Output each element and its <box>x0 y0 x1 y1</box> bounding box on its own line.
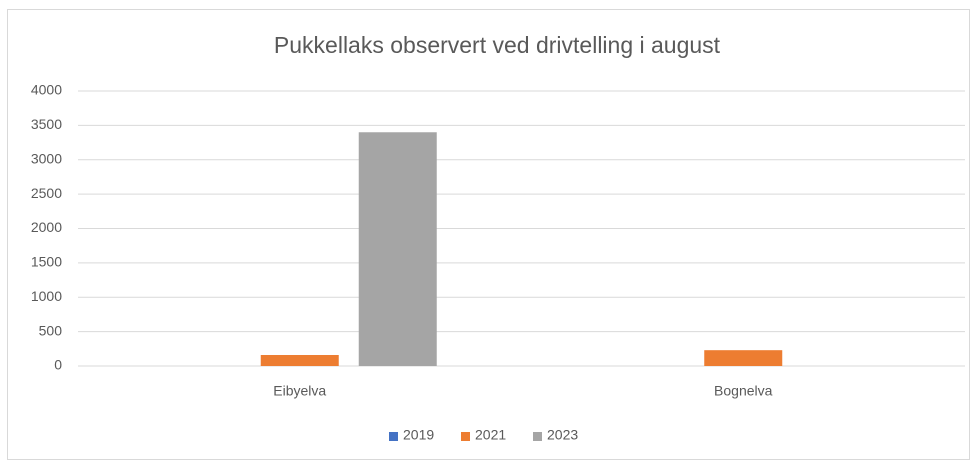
chart-frame <box>7 9 970 460</box>
y-tick-label: 3000 <box>31 150 62 166</box>
x-tick-label: Bognelva <box>714 383 773 399</box>
bar <box>358 132 437 366</box>
legend-swatch <box>533 432 542 441</box>
bar <box>260 355 339 366</box>
y-tick-label: 2000 <box>31 219 62 235</box>
bar <box>704 350 783 366</box>
y-tick-label: 0 <box>54 357 62 373</box>
legend-swatch <box>389 432 398 441</box>
legend-label: 2021 <box>475 427 506 443</box>
y-tick-label: 2500 <box>31 185 62 201</box>
chart-title: Pukkellaks observert ved drivtelling i a… <box>274 32 721 58</box>
y-tick-label: 1500 <box>31 254 62 270</box>
x-tick-label: Eibyelva <box>273 383 326 399</box>
y-tick-label: 500 <box>39 322 63 338</box>
legend-label: 2023 <box>547 427 578 443</box>
y-tick-label: 4000 <box>31 82 62 98</box>
legend-label: 2019 <box>403 427 434 443</box>
y-tick-label: 3500 <box>31 116 62 132</box>
y-tick-label: 1000 <box>31 288 62 304</box>
legend-swatch <box>461 432 470 441</box>
